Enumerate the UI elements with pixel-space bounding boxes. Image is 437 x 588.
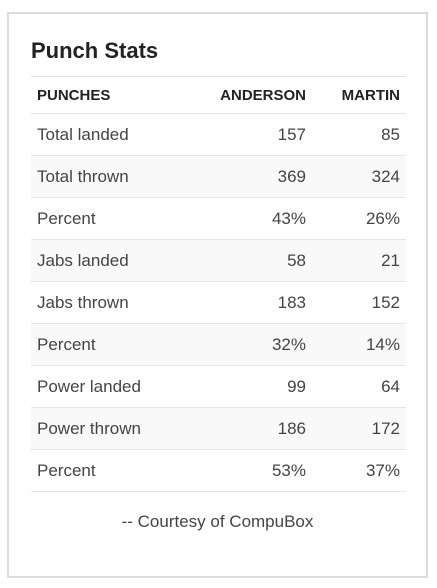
- table-row: Total landed 157 85: [31, 113, 406, 156]
- row-label: Power landed: [31, 365, 185, 408]
- table-row: Percent 43% 26%: [31, 197, 406, 240]
- martin-value: 152: [312, 281, 406, 324]
- row-label: Jabs thrown: [31, 281, 185, 324]
- anderson-value: 53%: [185, 449, 312, 492]
- table-row: Percent 32% 14%: [31, 323, 406, 366]
- header-punches: PUNCHES: [31, 76, 185, 114]
- table-header-row: PUNCHES ANDERSON MARTIN: [31, 76, 406, 114]
- table-row: Total thrown 369 324: [31, 155, 406, 198]
- source-credit: -- Courtesy of CompuBox: [121, 512, 314, 531]
- martin-value: 37%: [312, 449, 406, 492]
- punch-stats-card: Punch Stats PUNCHES ANDERSON MARTIN Tota…: [7, 12, 428, 578]
- martin-value: 14%: [312, 323, 406, 366]
- table-row: Jabs landed 58 21: [31, 239, 406, 282]
- martin-value: 85: [312, 113, 406, 156]
- table-row: Power landed 99 64: [31, 365, 406, 408]
- row-label: Percent: [31, 323, 185, 366]
- martin-value: 21: [312, 239, 406, 282]
- anderson-value: 99: [185, 365, 312, 408]
- anderson-value: 58: [185, 239, 312, 282]
- table-row: Power thrown 186 172: [31, 407, 406, 450]
- martin-value: 324: [312, 155, 406, 198]
- anderson-value: 157: [185, 113, 312, 156]
- anderson-value: 369: [185, 155, 312, 198]
- table-row: Percent 53% 37%: [31, 449, 406, 492]
- anderson-value: 186: [185, 407, 312, 450]
- anderson-value: 32%: [185, 323, 312, 366]
- martin-value: 26%: [312, 197, 406, 240]
- anderson-value: 183: [185, 281, 312, 324]
- header-anderson: ANDERSON: [185, 76, 312, 114]
- row-label: Total thrown: [31, 155, 185, 198]
- row-label: Percent: [31, 449, 185, 492]
- row-label: Jabs landed: [31, 239, 185, 282]
- punch-stats-table: PUNCHES ANDERSON MARTIN Total landed 157…: [31, 76, 406, 492]
- anderson-value: 43%: [185, 197, 312, 240]
- header-martin: MARTIN: [312, 76, 406, 114]
- row-label: Percent: [31, 197, 185, 240]
- row-label: Total landed: [31, 113, 185, 156]
- martin-value: 172: [312, 407, 406, 450]
- martin-value: 64: [312, 365, 406, 408]
- table-row: Jabs thrown 183 152: [31, 281, 406, 324]
- row-label: Power thrown: [31, 407, 185, 450]
- card-title: Punch Stats: [31, 38, 159, 63]
